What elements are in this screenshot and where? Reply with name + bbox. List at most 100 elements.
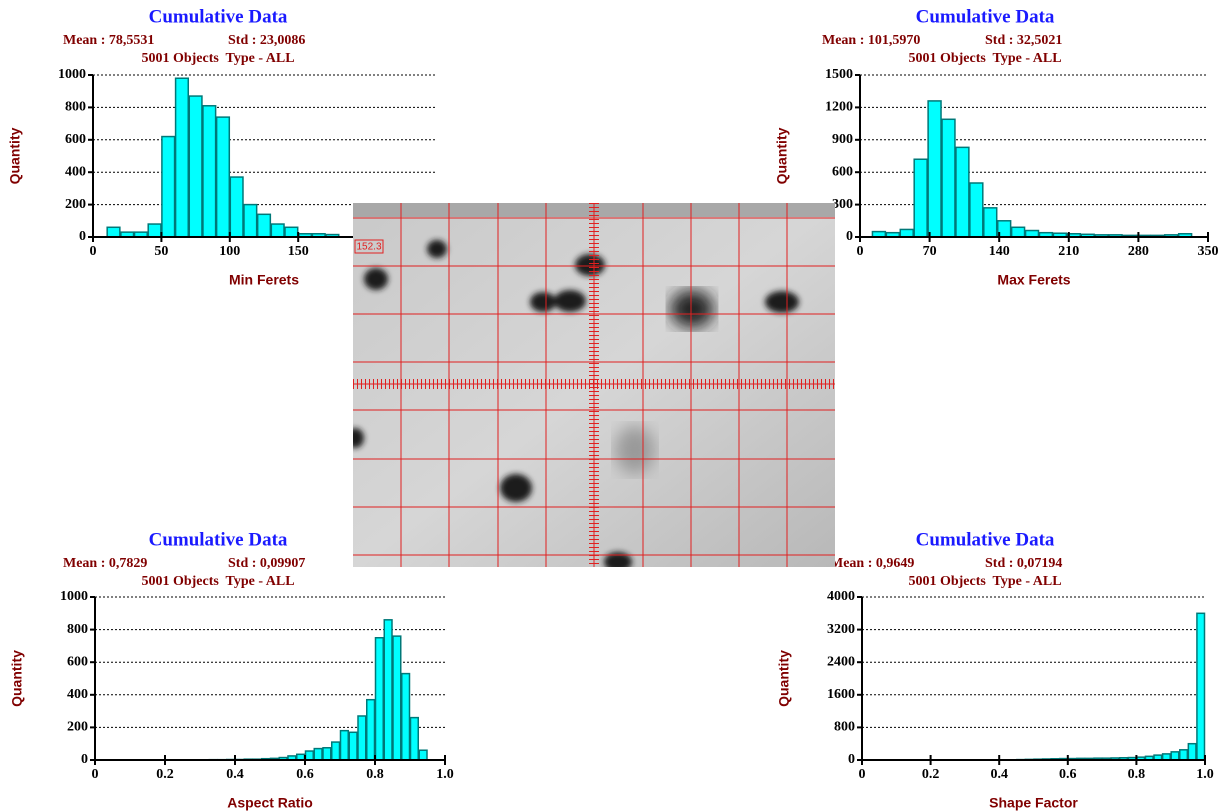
y-tick-label: 1600	[827, 687, 855, 702]
bar	[899, 228, 914, 238]
bar	[366, 698, 376, 761]
image-label: 152.3	[356, 242, 381, 253]
bar	[927, 100, 942, 238]
subtitle: 5001 Objects Type - ALL	[141, 574, 294, 589]
x-tick-label: 0	[857, 244, 864, 259]
bar	[313, 747, 323, 761]
bar	[969, 182, 984, 238]
subtitle: 5001 Objects Type - ALL	[908, 51, 1061, 66]
mean-text: Mean : 0,9649	[830, 556, 914, 571]
y-tick-label: 800	[67, 622, 88, 637]
blurred-particle	[670, 290, 714, 328]
bar	[941, 118, 956, 238]
std-text: Std : 0,07194	[985, 556, 1062, 571]
faint-particle	[615, 426, 655, 474]
y-tick-label: 0	[846, 229, 853, 244]
histogram-panel: Cumulative Data Mean : 101,5970 Std : 32,5…	[774, 6, 1219, 287]
chart-title: Cumulative Data	[149, 529, 288, 550]
bar	[913, 158, 928, 238]
bar	[392, 635, 402, 761]
chart-title: Cumulative Data	[916, 529, 1055, 550]
bar	[418, 749, 428, 761]
y-axis-label: Quantity	[9, 650, 25, 707]
x-tick-label: 70	[923, 244, 937, 259]
bar	[215, 116, 231, 238]
x-tick-label: 140	[989, 244, 1010, 259]
x-tick-label: 0	[859, 767, 866, 782]
bar	[1170, 751, 1180, 761]
bar	[256, 213, 272, 238]
bar	[955, 146, 970, 238]
std-text: Std : 32,5021	[985, 33, 1062, 48]
x-tick-label: 0.6	[296, 767, 314, 782]
y-tick-label: 900	[832, 132, 853, 147]
x-tick-label: 0	[92, 767, 99, 782]
x-tick-label: 0.2	[922, 767, 940, 782]
bar	[401, 672, 411, 761]
x-tick-label: 0.6	[1059, 767, 1077, 782]
y-axis-label: Quantity	[7, 127, 23, 184]
x-tick-label: 50	[154, 244, 168, 259]
bar	[188, 95, 203, 238]
x-axis-label: Min Ferets	[229, 272, 299, 288]
y-tick-label: 3200	[827, 622, 855, 637]
mean-text: Mean : 0,7829	[63, 556, 147, 571]
y-tick-label: 1000	[58, 67, 86, 82]
subtitle: 5001 Objects Type - ALL	[908, 574, 1061, 589]
bar	[202, 105, 217, 238]
x-tick-label: 0	[90, 244, 97, 259]
bar	[322, 747, 332, 761]
chart-title: Cumulative Data	[916, 6, 1055, 27]
mean-text: Mean : 78,5531	[63, 33, 154, 48]
std-text: Std : 0,09907	[228, 556, 305, 571]
x-tick-label: 150	[288, 244, 309, 259]
y-tick-label: 0	[79, 229, 86, 244]
bar	[161, 135, 176, 238]
bar	[348, 731, 358, 761]
x-tick-label: 0.2	[156, 767, 174, 782]
bar	[409, 716, 419, 761]
y-tick-label: 400	[67, 687, 88, 702]
label-box	[354, 239, 384, 254]
bar	[243, 203, 258, 238]
y-tick-label: 400	[65, 164, 86, 179]
chart-title: Cumulative Data	[149, 6, 288, 27]
x-tick-label: 280	[1128, 244, 1149, 259]
bar	[229, 176, 244, 238]
bar	[106, 226, 121, 238]
y-tick-label: 800	[65, 100, 86, 115]
y-tick-label: 600	[65, 132, 86, 147]
bar	[1179, 749, 1189, 761]
bar	[147, 223, 162, 238]
y-axis-label: Quantity	[774, 127, 790, 184]
x-axis-label: Aspect Ratio	[227, 795, 313, 811]
subtitle: 5001 Objects Type - ALL	[141, 51, 294, 66]
std-text: Std : 23,0086	[228, 33, 305, 48]
x-tick-label: 0.4	[990, 767, 1008, 782]
y-tick-label: 600	[832, 164, 853, 179]
bar	[1010, 226, 1026, 238]
x-tick-label: 100	[219, 244, 240, 259]
x-tick-label: 350	[1198, 244, 1219, 259]
x-tick-label: 1.0	[1196, 767, 1214, 782]
y-tick-label: 200	[67, 720, 88, 735]
y-axis-label: Quantity	[776, 650, 792, 707]
y-tick-label: 1000	[60, 589, 88, 604]
y-tick-label: 0	[81, 752, 88, 767]
x-axis-label: Shape Factor	[989, 795, 1078, 811]
bar	[284, 226, 299, 238]
microscope-image: 152.3	[353, 203, 835, 567]
y-tick-label: 0	[848, 752, 855, 767]
bar	[374, 637, 384, 761]
bar	[174, 77, 190, 238]
x-tick-label: 0.8	[366, 767, 384, 782]
x-tick-label: 1.0	[436, 767, 454, 782]
y-tick-label: 1200	[825, 100, 853, 115]
x-axis-label: Max Ferets	[997, 272, 1070, 288]
y-tick-label: 300	[832, 197, 853, 212]
bar	[339, 729, 349, 761]
y-tick-label: 600	[67, 654, 88, 669]
